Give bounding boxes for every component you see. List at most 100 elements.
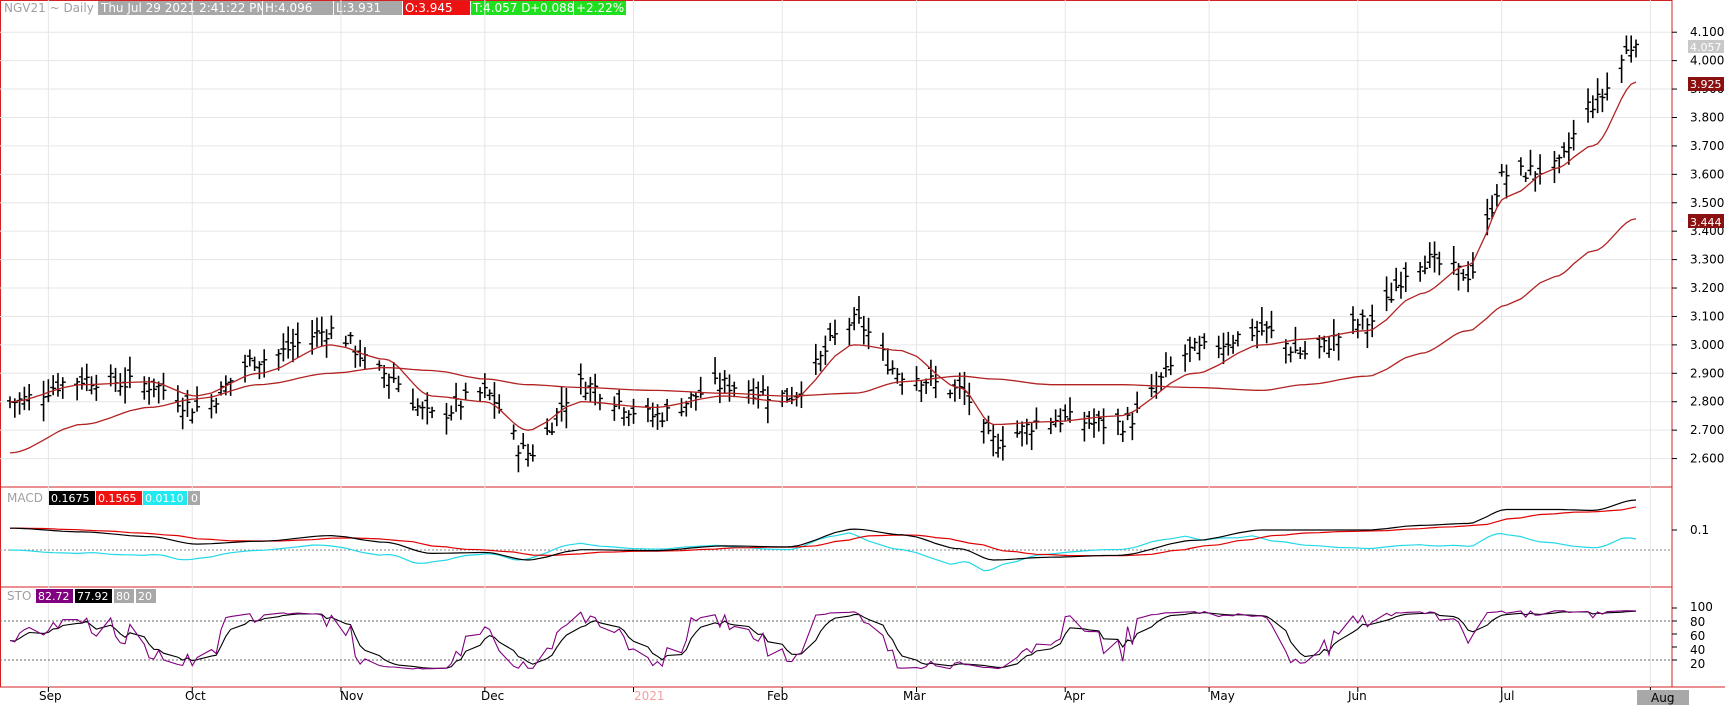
price-bar xyxy=(227,377,234,396)
price-bar xyxy=(932,365,939,399)
price-bar xyxy=(1589,95,1596,119)
price-bar xyxy=(726,374,733,402)
grid-layer xyxy=(0,0,1725,692)
price-bar xyxy=(616,389,623,410)
last-price-tag-bg xyxy=(1688,40,1724,53)
price-bar xyxy=(443,403,450,435)
price-bar xyxy=(582,381,589,401)
price-bar xyxy=(126,356,133,389)
price-bar xyxy=(1421,255,1428,275)
sto-axis-tick-80: 80 xyxy=(1690,615,1705,629)
price-bar xyxy=(1249,318,1256,342)
price-bar xyxy=(313,317,320,347)
price-bar xyxy=(40,380,47,422)
price-bar xyxy=(342,335,349,347)
price-bar xyxy=(477,387,484,402)
price-bar xyxy=(956,372,963,399)
price-bar xyxy=(995,433,1002,458)
price-bar xyxy=(213,397,220,414)
sto-lines xyxy=(0,607,1677,670)
price-bar xyxy=(107,364,114,387)
price-tick-label: 2.700 xyxy=(1690,423,1724,437)
change-pct-badge-bg xyxy=(574,0,626,15)
price-bar xyxy=(26,383,33,411)
last-badge-bg xyxy=(471,0,573,15)
month-label-apr: Apr xyxy=(1064,689,1085,703)
price-bar xyxy=(515,445,522,473)
price-bar xyxy=(999,426,1006,461)
month-label-dec: Dec xyxy=(481,689,504,703)
price-bar xyxy=(721,370,728,394)
price-bar xyxy=(1623,35,1630,55)
price-bar xyxy=(88,376,95,395)
price-bar xyxy=(822,335,829,365)
sto-upper-bg xyxy=(114,589,134,603)
price-bar xyxy=(1047,417,1054,435)
price-bar xyxy=(779,390,786,408)
sto-axis-tick-40: 40 xyxy=(1690,643,1705,657)
price-bar xyxy=(1182,344,1189,372)
price-tick-label: 2.600 xyxy=(1690,452,1724,466)
month-label-oct: Oct xyxy=(185,689,206,703)
price-bar xyxy=(1326,336,1333,358)
price-bar xyxy=(688,391,695,408)
price-bar xyxy=(760,375,767,396)
price-bar xyxy=(376,360,383,371)
month-label-jun: Jun xyxy=(1347,689,1367,703)
sto-upper-value: 80 xyxy=(116,590,130,603)
price-bar xyxy=(117,373,124,396)
price-bar xyxy=(1527,149,1534,176)
price-bar xyxy=(1225,331,1232,356)
price-bar xyxy=(851,307,858,331)
timestamp-label: Thu Jul 29 2021 2:41:22 PM xyxy=(100,1,267,15)
sto-d-value: 77.92 xyxy=(77,590,109,603)
price-bar xyxy=(1067,397,1074,423)
macd-zero-value: 0 xyxy=(191,492,198,505)
ma-fast-line xyxy=(9,81,1637,431)
price-bar xyxy=(913,366,920,391)
price-bar xyxy=(947,389,954,399)
price-bar xyxy=(395,375,402,393)
month-label-may: May xyxy=(1210,689,1235,703)
timestamp-badge-bg xyxy=(98,0,262,15)
price-bar xyxy=(294,322,301,358)
price-bar xyxy=(189,408,196,424)
sto-axis-tick-100: 100 xyxy=(1690,600,1713,614)
moving-averages xyxy=(9,81,1637,454)
price-bar xyxy=(1388,282,1395,303)
price-bar xyxy=(630,398,637,424)
price-bar xyxy=(587,376,594,403)
macd-signal-bg xyxy=(96,491,142,505)
price-bar xyxy=(54,373,61,397)
price-bar xyxy=(419,401,426,420)
price-bar xyxy=(1599,88,1606,113)
macd-pane: MACD 0.1675 0.1565 0.0110 0 0.1 xyxy=(0,491,1709,572)
price-bar xyxy=(275,349,282,371)
price-bar xyxy=(817,350,824,372)
price-bar xyxy=(179,397,186,430)
price-bar xyxy=(1402,262,1409,293)
price-bar xyxy=(951,379,958,402)
price-tick-label: 3.500 xyxy=(1690,196,1724,210)
price-bar xyxy=(1086,411,1093,429)
price-bar xyxy=(620,407,627,426)
price-bar xyxy=(563,388,570,429)
price-bar xyxy=(659,412,666,428)
price-bar xyxy=(491,382,498,419)
price-bar xyxy=(141,376,148,400)
price-bar xyxy=(683,400,690,417)
price-tick-label: 3.000 xyxy=(1690,338,1724,352)
price-bar xyxy=(1095,410,1102,432)
price-bar xyxy=(1350,306,1357,335)
price-bar xyxy=(644,398,651,423)
price-bar xyxy=(78,367,85,390)
month-label-jul: Jul xyxy=(1499,689,1514,703)
price-bar xyxy=(1359,309,1366,330)
price-bar xyxy=(1254,320,1261,349)
price-bar xyxy=(1019,421,1026,447)
price-tick-label: 3.300 xyxy=(1690,253,1724,267)
price-bar xyxy=(846,317,853,346)
price-bar xyxy=(453,382,460,412)
price-bar xyxy=(923,378,930,395)
sto-d-bg xyxy=(75,589,112,603)
